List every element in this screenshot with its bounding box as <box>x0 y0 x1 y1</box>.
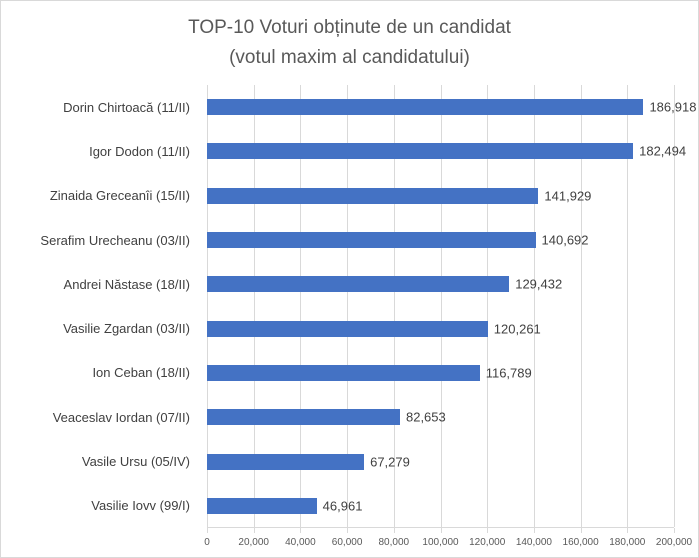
value-axis-tick-label: 120,000 <box>469 537 506 548</box>
bar-value-label: 129,432 <box>515 276 563 292</box>
gridline <box>393 85 395 527</box>
gridline <box>627 85 629 527</box>
bar-value-label: 46,961 <box>322 498 363 514</box>
gridline <box>207 85 208 527</box>
bar-row: 141,929 <box>207 174 674 218</box>
axis-tick <box>207 528 208 533</box>
axis-tick <box>487 528 489 533</box>
bar <box>207 143 634 160</box>
category-label: Dorin Chirtoacă (11/II) <box>63 99 190 115</box>
gridline <box>440 85 442 527</box>
category-label: Vasile Ursu (05/IV) <box>81 454 190 470</box>
axis-tick <box>300 528 302 533</box>
bar <box>207 453 365 470</box>
bar-row: 67,279 <box>207 439 674 483</box>
bar-value-label: 82,653 <box>405 409 446 425</box>
bar <box>207 320 488 337</box>
bar-row: 186,918 <box>207 85 696 129</box>
chart-title: TOP-10 Voturi obținute de un candidat (v… <box>1 13 698 73</box>
axis-tick <box>580 528 582 533</box>
bar-row: 140,692 <box>207 218 674 262</box>
bar-row: 120,261 <box>207 306 674 350</box>
axis-tick <box>627 528 629 533</box>
bar-value-label: 140,692 <box>541 232 589 248</box>
bar-row: 116,789 <box>207 351 674 395</box>
gridline <box>487 85 489 527</box>
gridline <box>253 85 255 527</box>
value-axis-tick-label: 100,000 <box>422 537 459 548</box>
gridline <box>580 85 582 527</box>
category-label: Igor Dodon (11/II) <box>89 143 190 159</box>
bar <box>207 276 510 293</box>
category-label: Serafim Urecheanu (03/II) <box>40 232 190 248</box>
bar-value-label: 67,279 <box>370 454 410 470</box>
plot-area: 0 20,000 40,000 60,000 80,000 100,000 120,000 1… <box>204 85 696 548</box>
bar <box>207 409 400 426</box>
category-label: Vasilie Zgardan (03/II) <box>63 321 190 337</box>
bar <box>207 364 480 381</box>
category-label: Andrei Năstase (18/II) <box>63 276 190 292</box>
gridline <box>674 85 675 527</box>
value-axis-tick-label: 80,000 <box>378 537 410 548</box>
category-label: Ion Ceban (18/II) <box>92 365 190 381</box>
bar-value-label: 120,261 <box>493 321 541 337</box>
category-axis: Dorin Chirtoacă (11/II) Igor Dodon (11/II… <box>1 85 199 528</box>
axis-tick <box>440 528 442 533</box>
axis-tick <box>674 528 675 533</box>
category-label: Vasilie Iovv (99/I) <box>91 498 190 514</box>
axis-tick <box>533 528 535 533</box>
value-axis-tick-label: 180,000 <box>609 537 646 548</box>
axis-tick <box>253 528 255 533</box>
bar-row: 46,961 <box>207 484 674 528</box>
bar-value-label: 141,929 <box>544 188 592 204</box>
bar <box>207 232 536 249</box>
value-axis-tick-label: 0 <box>204 537 210 548</box>
bar-row: 82,653 <box>207 395 674 439</box>
chart-body: Dorin Chirtoacă (11/II) Igor Dodon (11/II… <box>1 85 698 555</box>
axis-tick <box>393 528 395 533</box>
category-label: Zinaida Greceanîi (15/II) <box>49 188 190 204</box>
axis-tick <box>347 528 349 533</box>
gridline <box>347 85 349 527</box>
value-axis-tick-label: 140,000 <box>515 537 552 548</box>
value-axis-tick-label: 160,000 <box>562 537 599 548</box>
category-label: Veaceslav Iordan (07/II) <box>52 409 190 425</box>
bar-value-label: 182,494 <box>639 143 687 159</box>
chart-title-line1: TOP-10 Voturi obținute de un candidat <box>188 17 511 38</box>
bar-value-label: 186,918 <box>649 99 697 115</box>
value-axis-tick-label: 60,000 <box>331 537 363 548</box>
bar-row: 129,432 <box>207 262 674 306</box>
value-axis-tick-label: 200,000 <box>655 537 693 548</box>
bar <box>207 187 539 204</box>
value-axis-tick-label: 40,000 <box>285 537 316 548</box>
gridline <box>300 85 302 527</box>
bar-row: 182,494 <box>207 129 686 173</box>
value-axis-tick-label: 20,000 <box>238 537 269 548</box>
chart-title-line2: (votul maxim al candidatului) <box>229 47 470 68</box>
bar <box>207 497 317 514</box>
bar <box>207 99 644 116</box>
gridline <box>533 85 535 527</box>
bar-value-label: 116,789 <box>485 365 532 381</box>
